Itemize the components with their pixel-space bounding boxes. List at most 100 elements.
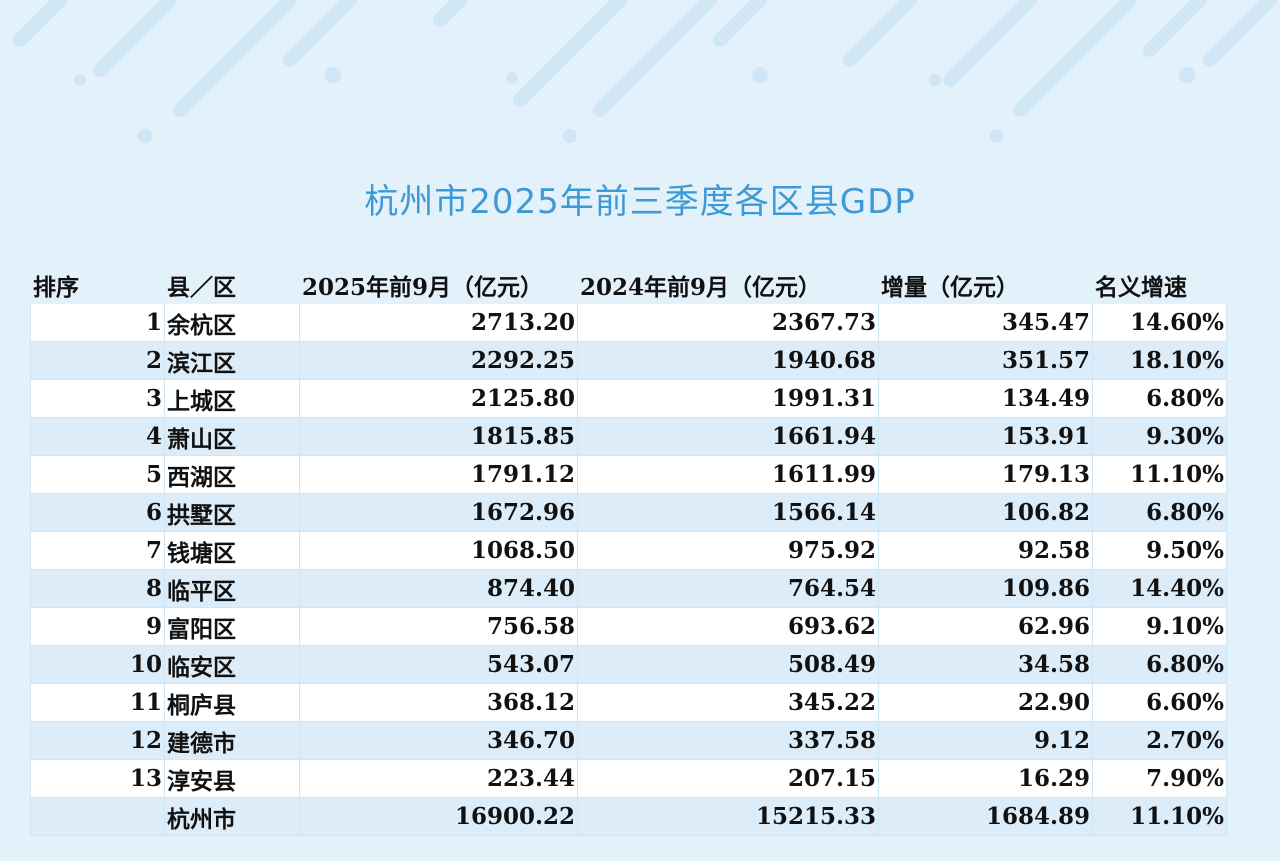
rank-cell: 5 (30, 455, 165, 494)
value-cell: 1661.94 (577, 417, 879, 456)
value-cell: 109.86 (878, 569, 1093, 608)
value-cell: 92.58 (878, 531, 1093, 570)
table-row: 9 富阳区 756.58 693.62 62.96 9.10% (30, 607, 1227, 646)
rank-cell: 4 (30, 417, 165, 456)
header-cell: 增量（亿元） (878, 265, 1093, 304)
rank-cell: 11 (30, 683, 165, 722)
table-row: 1 余杭区 2713.20 2367.73 345.47 14.60% (30, 303, 1227, 342)
rank-cell: 10 (30, 645, 165, 684)
value-cell: 106.82 (878, 493, 1093, 532)
value-cell: 14.40% (1092, 569, 1227, 608)
district-cell: 富阳区 (164, 607, 300, 646)
value-cell: 543.07 (299, 645, 578, 684)
value-cell: 874.40 (299, 569, 578, 608)
rank-cell: 2 (30, 341, 165, 380)
table-row: 2 滨江区 2292.25 1940.68 351.57 18.10% (30, 341, 1227, 380)
value-cell: 975.92 (577, 531, 879, 570)
district-cell: 桐庐县 (164, 683, 300, 722)
value-cell: 1940.68 (577, 341, 879, 380)
value-cell: 1991.31 (577, 379, 879, 418)
value-cell: 337.58 (577, 721, 879, 760)
rank-cell: 13 (30, 759, 165, 798)
value-cell: 2713.20 (299, 303, 578, 342)
value-cell: 1566.14 (577, 493, 879, 532)
value-cell: 756.58 (299, 607, 578, 646)
table-row: 4 萧山区 1815.85 1661.94 153.91 9.30% (30, 417, 1227, 456)
value-cell: 508.49 (577, 645, 879, 684)
value-cell: 62.96 (878, 607, 1093, 646)
value-cell: 2367.73 (577, 303, 879, 342)
table-row: 11 桐庐县 368.12 345.22 22.90 6.60% (30, 683, 1227, 722)
value-cell: 6.80% (1092, 493, 1227, 532)
value-cell: 2.70% (1092, 721, 1227, 760)
rank-cell: 9 (30, 607, 165, 646)
rank-cell: 8 (30, 569, 165, 608)
table-row: 12 建德市 346.70 337.58 9.12 2.70% (30, 721, 1227, 760)
value-cell: 351.57 (878, 341, 1093, 380)
table-row: 5 西湖区 1791.12 1611.99 179.13 11.10% (30, 455, 1227, 494)
header-cell: 2024年前9月（亿元） (577, 265, 879, 304)
district-cell: 西湖区 (164, 455, 300, 494)
header-cell: 排序 (30, 265, 165, 304)
value-cell: 134.49 (878, 379, 1093, 418)
value-cell: 368.12 (299, 683, 578, 722)
value-cell: 345.47 (878, 303, 1093, 342)
value-cell: 1791.12 (299, 455, 578, 494)
value-cell: 1672.96 (299, 493, 578, 532)
value-cell: 6.60% (1092, 683, 1227, 722)
value-cell: 1684.89 (878, 797, 1093, 836)
gdp-table: 排序 县／区 2025年前9月（亿元） 2024年前9月（亿元） 增量（亿元） 名义增速 … (30, 265, 1227, 836)
value-cell: 9.50% (1092, 531, 1227, 570)
value-cell: 16900.22 (299, 797, 578, 836)
header-cell: 2025年前9月（亿元） (299, 265, 578, 304)
value-cell: 223.44 (299, 759, 578, 798)
value-cell: 693.62 (577, 607, 879, 646)
value-cell: 9.30% (1092, 417, 1227, 456)
value-cell: 7.90% (1092, 759, 1227, 798)
value-cell: 1611.99 (577, 455, 879, 494)
rank-cell (30, 797, 165, 836)
value-cell: 11.10% (1092, 455, 1227, 494)
table-row: 10 临安区 543.07 508.49 34.58 6.80% (30, 645, 1227, 684)
rank-cell: 1 (30, 303, 165, 342)
value-cell: 179.13 (878, 455, 1093, 494)
rank-cell: 7 (30, 531, 165, 570)
value-cell: 1815.85 (299, 417, 578, 456)
value-cell: 16.29 (878, 759, 1093, 798)
value-cell: 9.12 (878, 721, 1093, 760)
district-cell: 余杭区 (164, 303, 300, 342)
header-row: 排序 县／区 2025年前9月（亿元） 2024年前9月（亿元） 增量（亿元） 名义增速 (30, 265, 1227, 304)
district-cell: 淳安县 (164, 759, 300, 798)
table-row: 3 上城区 2125.80 1991.31 134.49 6.80% (30, 379, 1227, 418)
value-cell: 18.10% (1092, 341, 1227, 380)
value-cell: 2125.80 (299, 379, 578, 418)
value-cell: 9.10% (1092, 607, 1227, 646)
table-row: 杭州市 16900.22 15215.33 1684.89 11.10% (30, 797, 1227, 836)
table-row: 13 淳安县 223.44 207.15 16.29 7.90% (30, 759, 1227, 798)
district-cell: 临安区 (164, 645, 300, 684)
value-cell: 207.15 (577, 759, 879, 798)
value-cell: 6.80% (1092, 379, 1227, 418)
table-row: 8 临平区 874.40 764.54 109.86 14.40% (30, 569, 1227, 608)
value-cell: 764.54 (577, 569, 879, 608)
header-cell: 县／区 (164, 265, 300, 304)
value-cell: 2292.25 (299, 341, 578, 380)
district-cell: 滨江区 (164, 341, 300, 380)
district-cell: 钱塘区 (164, 531, 300, 570)
value-cell: 15215.33 (577, 797, 879, 836)
district-cell: 临平区 (164, 569, 300, 608)
header-cell: 名义增速 (1092, 265, 1227, 304)
district-cell: 杭州市 (164, 797, 300, 836)
table-row: 6 拱墅区 1672.96 1566.14 106.82 6.80% (30, 493, 1227, 532)
district-cell: 建德市 (164, 721, 300, 760)
district-cell: 上城区 (164, 379, 300, 418)
table-body: 1 余杭区 2713.20 2367.73 345.47 14.60% 2 滨江区 2292.2… (30, 303, 1227, 836)
value-cell: 6.80% (1092, 645, 1227, 684)
value-cell: 22.90 (878, 683, 1093, 722)
district-cell: 拱墅区 (164, 493, 300, 532)
value-cell: 153.91 (878, 417, 1093, 456)
value-cell: 1068.50 (299, 531, 578, 570)
decoration (13, 0, 1277, 143)
value-cell: 14.60% (1092, 303, 1227, 342)
